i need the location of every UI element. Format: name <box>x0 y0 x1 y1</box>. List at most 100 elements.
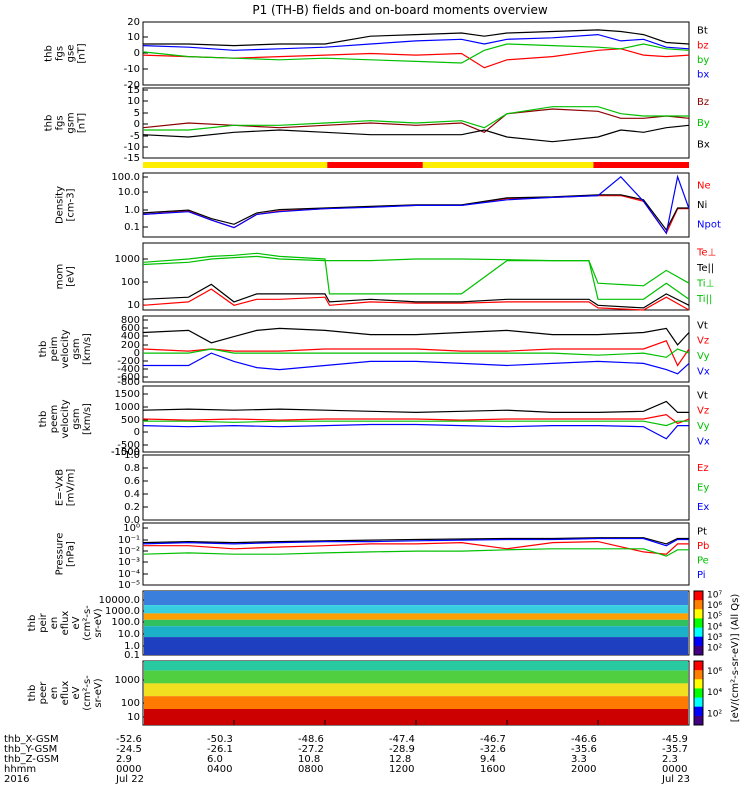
x-axis-value: -52.6 <box>116 734 142 745</box>
legend-entry: Vx <box>697 366 710 377</box>
colorbar-frame <box>693 590 704 656</box>
y-axis-label-line: [km/s] <box>82 403 93 435</box>
y-axis-label-line: [nT] <box>77 43 88 63</box>
y-tick-label: 10 <box>127 32 140 43</box>
y-tick-label: 0.0 <box>124 515 140 526</box>
panel-spec_e: thbpeerenefluxeV(cm²-s-sr-eV) 1000 100 10 <box>27 660 690 726</box>
series-group-vel_i <box>142 327 690 375</box>
y-axis-label-line: thb <box>44 115 55 132</box>
y-tick-label: 0.8 <box>124 463 140 474</box>
legend-entry: Pt <box>697 527 707 538</box>
legend-entry: Vz <box>697 336 709 347</box>
y-tick-label: 1000.0 <box>105 606 140 617</box>
y-tick-label: 0 <box>134 348 140 359</box>
x-axis-row-label: thb_Y-GSM <box>4 744 57 755</box>
series-line <box>142 288 690 311</box>
colorbar-segment <box>694 670 703 680</box>
x-axis-row-label: thb_Z-GSM <box>4 754 59 765</box>
y-tick-label: 10⁻³ <box>118 557 140 568</box>
x-axis-value: 2000 <box>571 764 596 775</box>
y-tick-label: 0.1 <box>124 650 140 661</box>
series-group-temp <box>142 252 690 311</box>
x-axis-value: -46.7 <box>480 734 506 745</box>
y-axis-label-line: thb <box>27 685 38 702</box>
legend-entry: Vt <box>697 390 708 401</box>
x-axis-value: -35.6 <box>571 744 597 755</box>
legend-entry: Vx <box>697 436 710 447</box>
spectrogram-band <box>144 591 688 606</box>
y-tick-label: 0.4 <box>124 489 140 500</box>
legend-entry: Vt <box>697 320 708 331</box>
x-axis-value: 0800 <box>298 764 323 775</box>
y-tick-label: 10⁰ <box>123 523 140 534</box>
x-axis-value: 1600 <box>480 764 505 775</box>
x-axis-value: -28.9 <box>389 744 415 755</box>
panel-frame <box>142 454 690 521</box>
y-tick-label: 10 <box>127 712 140 723</box>
y-axis-label-line: (cm²-s- <box>82 605 93 641</box>
y-axis-label: thbfgsgse[nT] <box>44 43 88 63</box>
y-tick-label: -800 <box>117 377 140 388</box>
legend-entry: Pi <box>697 570 706 581</box>
panel-fgs_gse: thbfgsgse[nT] 20 10 0 -10 -20 Bt bz by bx <box>44 17 710 91</box>
x-axis-value: -46.6 <box>571 734 597 745</box>
y-tick-label: 1500 <box>115 389 140 400</box>
y-tick-label: 100 <box>121 277 140 288</box>
colorbar-segment <box>694 636 703 647</box>
legend-entry: Ti⊥ <box>696 279 714 290</box>
y-tick-label: 10⁻⁵ <box>118 580 140 591</box>
y-axis-label-line: gsm <box>66 112 77 133</box>
colorbar-tick-label: 10⁴ <box>707 622 722 632</box>
x-axis-row-label: thb_X-GSM <box>4 734 59 745</box>
y-axis-label: thbpeirenefluxeV(cm²-s-sr-eV) <box>27 605 104 641</box>
colorbar: 10⁶ 10⁴ 10² <box>693 660 722 726</box>
x-axis-row-label: 2016 <box>4 774 29 785</box>
spectrogram-spec_e <box>144 661 688 725</box>
x-axis-value: Jul 22 <box>115 774 144 785</box>
y-axis-label: mom[eV] <box>55 264 77 290</box>
y-tick-label: 20 <box>127 17 140 28</box>
x-axis-value: 0000 <box>662 764 687 775</box>
x-axis-value: 3.3 <box>571 754 587 765</box>
colorbar-segment <box>694 618 703 629</box>
series-line <box>142 340 690 367</box>
series-line <box>143 348 690 358</box>
x-axis-value: -50.3 <box>207 734 233 745</box>
y-tick-label: -500 <box>117 440 140 451</box>
y-tick-label: 0 <box>134 119 140 130</box>
chart-title: P1 (TH-B) fields and on-board moments ov… <box>252 3 548 17</box>
y-axis-label-line: eflux <box>60 611 71 636</box>
x-axis-value: 0000 <box>116 764 141 775</box>
y-tick-label: -400 <box>117 364 140 375</box>
spectrogram-spec_i <box>144 591 688 655</box>
x-axis-value: 10.8 <box>298 754 320 765</box>
legend-entry: Bz <box>697 97 709 108</box>
colorbar-segment <box>694 645 703 656</box>
y-tick-label: 500 <box>121 415 140 426</box>
colorbar-segment <box>694 706 703 717</box>
series-group-vel_e <box>142 400 690 440</box>
y-tick-label: -5 <box>130 131 140 142</box>
series-line <box>142 33 690 51</box>
x-axis-value: 12.8 <box>389 754 411 765</box>
y-tick-label: 0 <box>134 48 140 59</box>
x-axis-value: -47.4 <box>389 734 415 745</box>
legend-entry: Ex <box>697 502 709 513</box>
y-axis-label-line: eV <box>71 686 82 699</box>
y-axis-label-line: thb <box>44 45 55 62</box>
spectrogram-band <box>144 637 688 655</box>
y-axis-label-line: gsm <box>71 338 82 359</box>
y-tick-label: 1000 <box>115 675 140 686</box>
y-tick-label: 1000 <box>115 402 140 413</box>
y-tick-label: 10 <box>127 300 140 311</box>
legend-entry: Bx <box>697 139 710 150</box>
series-group-pressure <box>142 537 689 557</box>
spectrogram-band <box>144 619 688 627</box>
y-axis-label-line: peer <box>38 681 49 705</box>
x-axis-value: -24.5 <box>116 744 142 755</box>
panel-frame <box>142 242 690 311</box>
legend-entry: Ez <box>697 463 709 474</box>
